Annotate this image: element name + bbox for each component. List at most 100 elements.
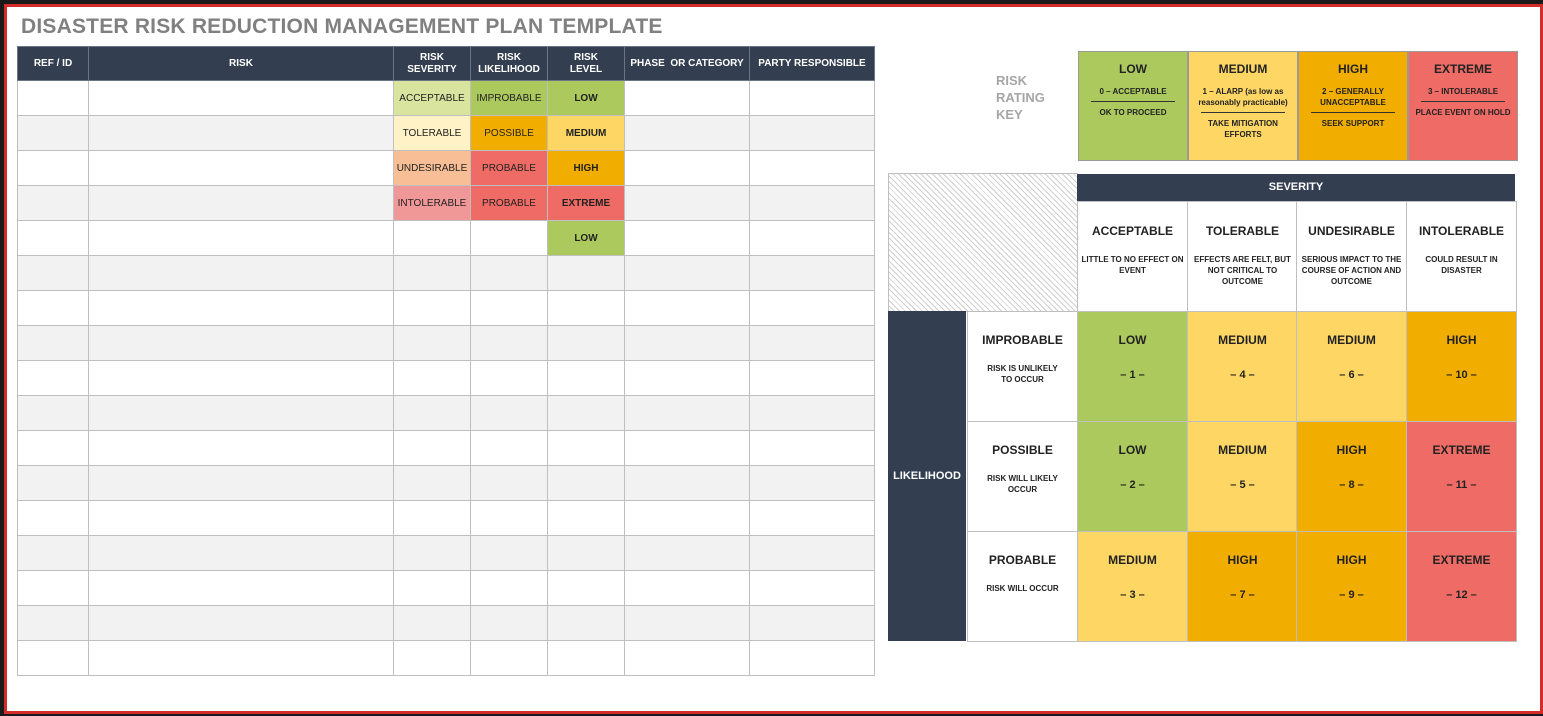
risk-likelihood-cell[interactable]: PROBABLE (470, 150, 548, 186)
party-responsible-cell[interactable] (749, 115, 875, 151)
risk-likelihood-cell[interactable] (470, 220, 548, 256)
risk-likelihood-cell[interactable] (470, 255, 548, 291)
phase-category-cell[interactable] (624, 115, 750, 151)
party-responsible-cell[interactable] (749, 150, 875, 186)
risk-cell[interactable] (88, 500, 394, 536)
party-responsible-cell[interactable] (749, 395, 875, 431)
phase-category-cell[interactable] (624, 500, 750, 536)
ref-id-cell[interactable] (17, 150, 89, 186)
risk-level-cell[interactable] (547, 535, 625, 571)
risk-severity-cell[interactable] (393, 500, 471, 536)
party-responsible-cell[interactable] (749, 430, 875, 466)
ref-id-cell[interactable] (17, 185, 89, 221)
risk-cell[interactable] (88, 535, 394, 571)
risk-likelihood-cell[interactable]: IMPROBABLE (470, 80, 548, 116)
risk-cell[interactable] (88, 115, 394, 151)
party-responsible-cell[interactable] (749, 465, 875, 501)
risk-level-cell[interactable] (547, 325, 625, 361)
party-responsible-cell[interactable] (749, 325, 875, 361)
risk-level-cell[interactable]: EXTREME (547, 185, 625, 221)
risk-severity-cell[interactable] (393, 360, 471, 396)
risk-severity-cell[interactable]: UNDESIRABLE (393, 150, 471, 186)
risk-cell[interactable] (88, 395, 394, 431)
risk-severity-cell[interactable] (393, 535, 471, 571)
risk-likelihood-cell[interactable] (470, 605, 548, 641)
party-responsible-cell[interactable] (749, 500, 875, 536)
ref-id-cell[interactable] (17, 220, 89, 256)
phase-category-cell[interactable] (624, 395, 750, 431)
party-responsible-cell[interactable] (749, 535, 875, 571)
risk-level-cell[interactable]: MEDIUM (547, 115, 625, 151)
phase-category-cell[interactable] (624, 535, 750, 571)
risk-severity-cell[interactable]: TOLERABLE (393, 115, 471, 151)
risk-severity-cell[interactable] (393, 570, 471, 606)
ref-id-cell[interactable] (17, 290, 89, 326)
risk-level-cell[interactable]: HIGH (547, 150, 625, 186)
phase-category-cell[interactable] (624, 605, 750, 641)
phase-category-cell[interactable] (624, 430, 750, 466)
party-responsible-cell[interactable] (749, 570, 875, 606)
risk-severity-cell[interactable]: INTOLERABLE (393, 185, 471, 221)
phase-category-cell[interactable] (624, 290, 750, 326)
risk-cell[interactable] (88, 220, 394, 256)
risk-cell[interactable] (88, 605, 394, 641)
risk-level-cell[interactable] (547, 605, 625, 641)
risk-level-cell[interactable] (547, 465, 625, 501)
risk-likelihood-cell[interactable] (470, 535, 548, 571)
phase-category-cell[interactable] (624, 220, 750, 256)
phase-category-cell[interactable] (624, 150, 750, 186)
risk-cell[interactable] (88, 185, 394, 221)
phase-category-cell[interactable] (624, 640, 750, 676)
ref-id-cell[interactable] (17, 115, 89, 151)
risk-level-cell[interactable] (547, 360, 625, 396)
risk-severity-cell[interactable] (393, 290, 471, 326)
ref-id-cell[interactable] (17, 465, 89, 501)
risk-likelihood-cell[interactable] (470, 395, 548, 431)
risk-severity-cell[interactable] (393, 430, 471, 466)
ref-id-cell[interactable] (17, 80, 89, 116)
risk-severity-cell[interactable] (393, 465, 471, 501)
risk-likelihood-cell[interactable]: POSSIBLE (470, 115, 548, 151)
party-responsible-cell[interactable] (749, 185, 875, 221)
risk-cell[interactable] (88, 80, 394, 116)
phase-category-cell[interactable] (624, 185, 750, 221)
party-responsible-cell[interactable] (749, 290, 875, 326)
risk-cell[interactable] (88, 465, 394, 501)
party-responsible-cell[interactable] (749, 640, 875, 676)
risk-level-cell[interactable] (547, 500, 625, 536)
risk-severity-cell[interactable] (393, 325, 471, 361)
risk-likelihood-cell[interactable] (470, 325, 548, 361)
ref-id-cell[interactable] (17, 605, 89, 641)
risk-likelihood-cell[interactable] (470, 290, 548, 326)
risk-level-cell[interactable] (547, 570, 625, 606)
risk-cell[interactable] (88, 150, 394, 186)
risk-level-cell[interactable]: LOW (547, 220, 625, 256)
risk-likelihood-cell[interactable] (470, 465, 548, 501)
risk-severity-cell[interactable] (393, 605, 471, 641)
risk-likelihood-cell[interactable] (470, 500, 548, 536)
party-responsible-cell[interactable] (749, 220, 875, 256)
party-responsible-cell[interactable] (749, 360, 875, 396)
risk-severity-cell[interactable] (393, 255, 471, 291)
phase-category-cell[interactable] (624, 255, 750, 291)
phase-category-cell[interactable] (624, 325, 750, 361)
risk-likelihood-cell[interactable] (470, 430, 548, 466)
risk-level-cell[interactable] (547, 640, 625, 676)
risk-cell[interactable] (88, 360, 394, 396)
party-responsible-cell[interactable] (749, 255, 875, 291)
risk-severity-cell[interactable] (393, 640, 471, 676)
party-responsible-cell[interactable] (749, 605, 875, 641)
risk-cell[interactable] (88, 255, 394, 291)
risk-level-cell[interactable] (547, 255, 625, 291)
risk-severity-cell[interactable] (393, 395, 471, 431)
phase-category-cell[interactable] (624, 570, 750, 606)
risk-severity-cell[interactable] (393, 220, 471, 256)
ref-id-cell[interactable] (17, 360, 89, 396)
risk-likelihood-cell[interactable] (470, 570, 548, 606)
risk-cell[interactable] (88, 640, 394, 676)
phase-category-cell[interactable] (624, 360, 750, 396)
risk-level-cell[interactable] (547, 395, 625, 431)
risk-likelihood-cell[interactable]: PROBABLE (470, 185, 548, 221)
risk-cell[interactable] (88, 290, 394, 326)
ref-id-cell[interactable] (17, 640, 89, 676)
